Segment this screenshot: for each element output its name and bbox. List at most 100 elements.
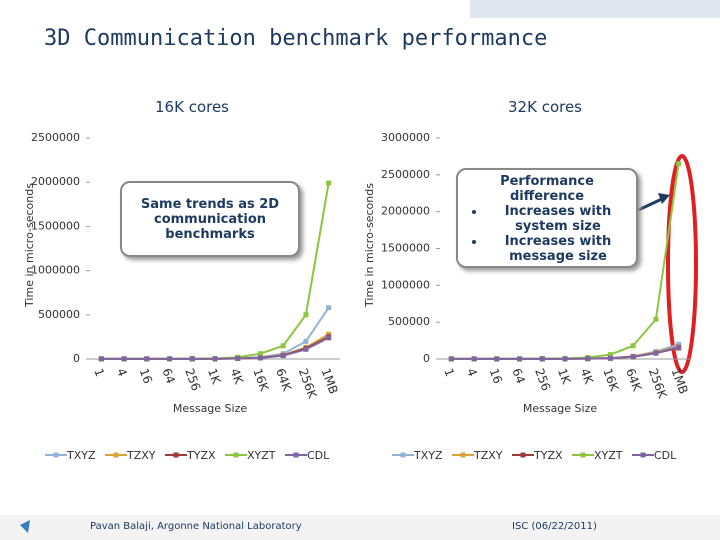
legend-marker — [400, 452, 406, 458]
legend-marker — [640, 452, 646, 458]
slide-title: 3D Communication benchmark performance — [44, 26, 548, 51]
legend-marker — [580, 452, 586, 458]
point — [235, 355, 241, 361]
x-tick-label: 256K — [296, 366, 320, 401]
y-axis-label: Time in micro-seconds — [363, 183, 376, 308]
legend-label: TYZX — [533, 449, 563, 462]
point — [167, 356, 173, 362]
x-tick-label: 4 — [464, 366, 480, 378]
y-tick-label: 1000000 — [381, 278, 430, 291]
point — [539, 356, 545, 362]
point — [326, 335, 332, 341]
y-tick-label: 500000 — [388, 315, 430, 328]
x-tick-label: 4 — [114, 366, 130, 378]
footer-right: ISC (06/22/2011) — [512, 521, 597, 532]
y-axis-label: Time in micro-seconds — [23, 183, 36, 308]
footer-left: Pavan Balaji, Argonne National Laborator… — [90, 521, 302, 532]
legend-marker — [173, 452, 179, 458]
x-tick-label: 1MB — [319, 366, 341, 395]
callout-list: Increases with system size Increases wit… — [464, 204, 630, 264]
point — [585, 356, 591, 362]
y-tick-label: 1500000 — [31, 219, 80, 232]
point — [471, 356, 477, 362]
point — [280, 343, 286, 349]
chart-title: 32K cores — [508, 98, 582, 116]
x-tick-label: 16 — [487, 366, 505, 385]
x-tick-label: 1 — [91, 366, 107, 378]
point — [257, 351, 263, 357]
callout: Same trends as 2D communication benchmar… — [120, 181, 300, 257]
legend-label: TZXY — [473, 449, 503, 462]
x-tick-label: 64 — [159, 366, 177, 385]
callout: Performance difference Increases with sy… — [456, 168, 638, 268]
y-tick-label: 500000 — [38, 308, 80, 321]
x-axis-label: Message Size — [523, 402, 598, 415]
legend-label: CDL — [654, 449, 677, 462]
legend-marker — [233, 452, 239, 458]
legend-label: CDL — [307, 449, 330, 462]
logo — [20, 520, 30, 533]
point — [630, 354, 636, 360]
y-tick-label: 0 — [73, 352, 80, 365]
legend-label: TXYZ — [66, 449, 96, 462]
callout-item: Increases with system size — [486, 204, 630, 234]
x-tick-label: 1K — [205, 366, 224, 386]
chart-title: 16K cores — [155, 98, 229, 116]
x-tick-label: 4K — [578, 366, 597, 386]
point — [303, 312, 309, 318]
y-tick-label: 1000000 — [31, 264, 80, 277]
point — [121, 356, 127, 362]
point — [326, 331, 332, 337]
point — [326, 305, 332, 311]
x-tick-label: 64K — [273, 366, 294, 394]
footer-band — [0, 515, 720, 540]
x-tick-label: 256 — [182, 366, 203, 392]
point — [326, 180, 332, 186]
point — [494, 356, 500, 362]
callout-text: Same trends as 2D communication benchmar… — [140, 196, 280, 242]
highlight-ellipse — [666, 154, 698, 374]
point — [280, 353, 286, 359]
x-tick-label: 16K — [250, 366, 271, 394]
point — [630, 343, 636, 349]
legend-label: TYZX — [186, 449, 216, 462]
arrow-head — [658, 193, 670, 204]
y-tick-label: 2500000 — [381, 168, 430, 181]
legend-marker — [113, 452, 119, 458]
legend-label: XYZT — [247, 449, 276, 462]
y-tick-label: 2000000 — [381, 205, 430, 218]
point — [676, 344, 682, 350]
callout-title: Performance difference — [500, 174, 594, 204]
y-tick-label: 0 — [423, 352, 430, 365]
point — [257, 355, 263, 361]
point — [562, 356, 568, 362]
legend-label: TZXY — [126, 449, 156, 462]
point — [144, 356, 150, 362]
legend-marker — [460, 452, 466, 458]
y-tick-label: 3000000 — [381, 131, 430, 144]
point — [303, 338, 309, 344]
header-band — [470, 0, 720, 18]
point — [303, 346, 309, 352]
x-axis-label: Message Size — [173, 402, 248, 415]
legend-marker — [520, 452, 526, 458]
x-tick-label: 256 — [532, 366, 553, 392]
x-tick-label: 64 — [509, 366, 527, 385]
point — [212, 356, 218, 362]
y-tick-label: 2500000 — [31, 131, 80, 144]
x-tick-label: 1MB — [669, 366, 691, 395]
point — [448, 356, 454, 362]
point — [653, 350, 659, 356]
point — [98, 356, 104, 362]
x-tick-label: 64K — [623, 366, 644, 394]
x-tick-label: 16K — [600, 366, 621, 394]
legend-label: TXYZ — [413, 449, 443, 462]
callout-item: Increases with message size — [486, 234, 630, 264]
y-tick-label: 2000000 — [31, 175, 80, 188]
point — [676, 161, 682, 167]
y-tick-label: 1500000 — [381, 242, 430, 255]
point — [607, 355, 613, 361]
legend-marker — [293, 452, 299, 458]
